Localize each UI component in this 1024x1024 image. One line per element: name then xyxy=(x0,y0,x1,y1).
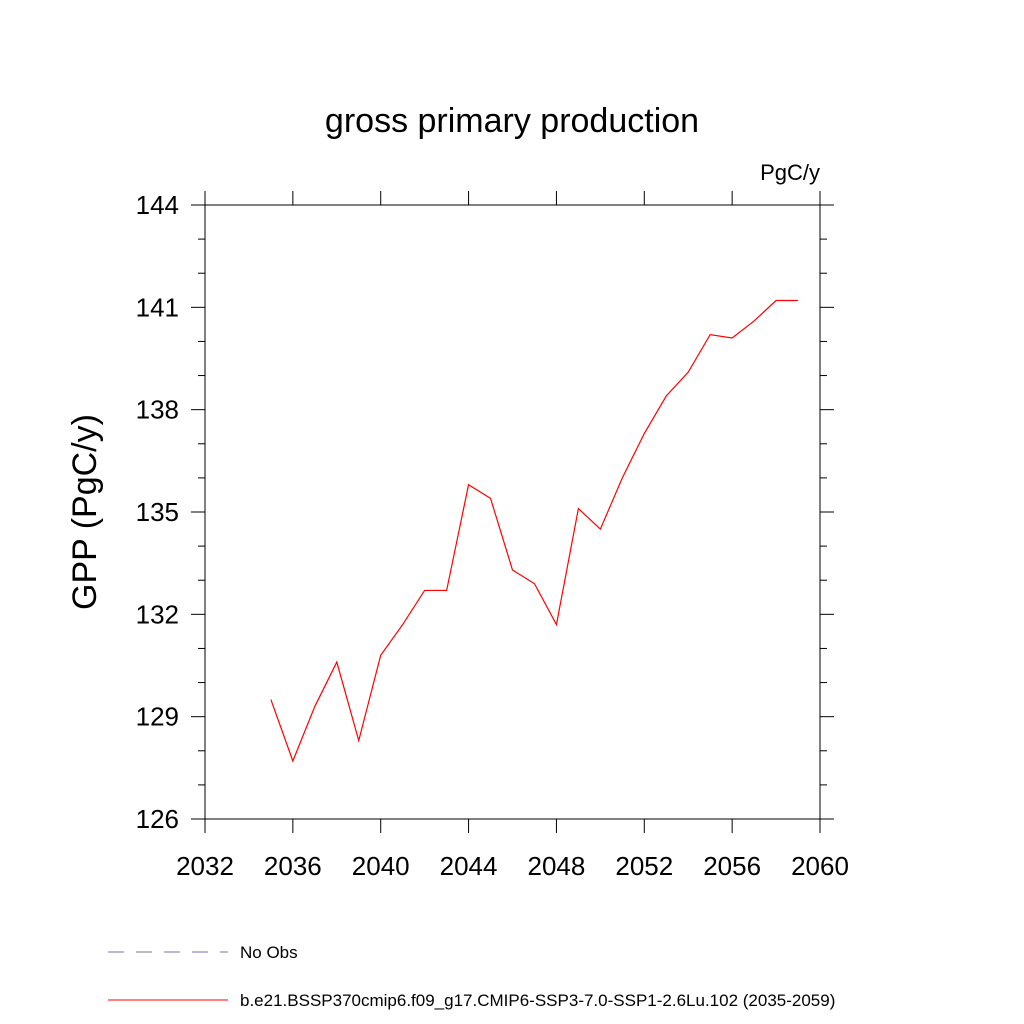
x-tick-label: 2040 xyxy=(352,851,410,881)
data-point xyxy=(533,582,536,585)
data-point xyxy=(445,589,448,592)
y-axis-label: GPP (PgC/y) xyxy=(66,414,104,610)
data-point xyxy=(775,299,778,302)
x-tick-label: 2044 xyxy=(440,851,498,881)
y-tick-label: 138 xyxy=(136,395,179,425)
data-point xyxy=(379,654,382,657)
legend: No Obs b.e21.BSSP370cmip6.f09_g17.CMIP6-S… xyxy=(108,943,835,1010)
data-point xyxy=(621,476,624,479)
x-tick-label: 2052 xyxy=(615,851,673,881)
data-point xyxy=(313,705,316,708)
data-point xyxy=(687,371,690,374)
y-tick-label: 126 xyxy=(136,804,179,834)
series-lines xyxy=(269,299,800,763)
data-point xyxy=(643,432,646,435)
plot-frame xyxy=(204,204,821,820)
tick-labels: 2032 2036 2040 2044 2048 2052 2056 2060 126 129 13… xyxy=(136,190,849,881)
units-label: PgC/y xyxy=(760,160,820,185)
data-point xyxy=(467,483,470,486)
y-tick-label: 132 xyxy=(136,599,179,629)
x-tick-label: 2060 xyxy=(791,851,849,881)
data-point xyxy=(269,698,272,701)
data-point xyxy=(489,497,492,500)
data-point xyxy=(709,333,712,336)
data-point xyxy=(577,507,580,510)
y-tick-label: 135 xyxy=(136,497,179,527)
chart-title: gross primary production xyxy=(325,102,699,140)
legend-label: b.e21.BSSP370cmip6.f09_g17.CMIP6-SSP3-7.… xyxy=(240,991,835,1010)
data-point xyxy=(423,589,426,592)
x-tick-label: 2036 xyxy=(264,851,322,881)
legend-label: No Obs xyxy=(240,943,298,962)
y-tick-label: 129 xyxy=(136,702,179,732)
x-tick-label: 2056 xyxy=(703,851,761,881)
data-point xyxy=(335,661,338,664)
data-point xyxy=(555,623,558,626)
x-tick-label: 2048 xyxy=(528,851,586,881)
data-point xyxy=(665,395,668,398)
y-tick-label: 144 xyxy=(136,190,179,220)
data-point xyxy=(731,337,734,340)
axis-ticks xyxy=(191,191,834,833)
data-point xyxy=(599,528,602,531)
data-point xyxy=(511,568,514,571)
data-point xyxy=(797,299,800,302)
data-point xyxy=(357,739,360,742)
series-line xyxy=(270,299,799,763)
data-point xyxy=(401,623,404,626)
y-tick-label: 141 xyxy=(136,292,179,322)
data-point xyxy=(753,319,756,322)
x-tick-label: 2032 xyxy=(176,851,234,881)
data-point xyxy=(291,760,294,763)
